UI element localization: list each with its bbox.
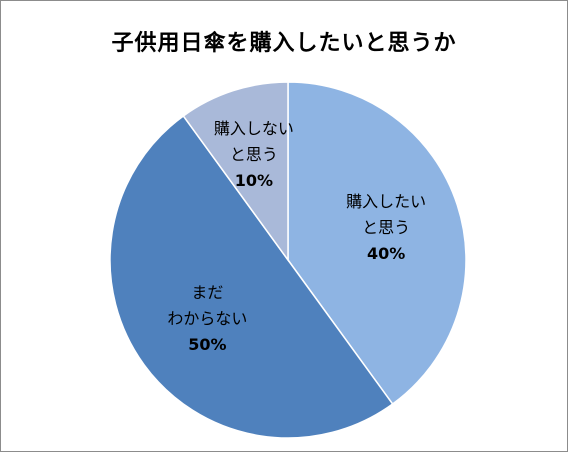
slice-label-wont-buy: 購入しない と思う 10% [214,116,294,194]
slice-label-line-2: と思う [229,145,278,165]
slice-label-line-1: まだ [191,282,224,302]
pie-slice-will-buy [287,81,467,406]
chart-title: 子供用日傘を購入したいと思うか [111,31,457,56]
slice-percent: 50% [188,334,227,354]
slice-label-line-1: 購入しない [213,119,294,139]
slice-label-line-2: と思う [362,218,411,238]
slice-label-will-buy: 購入したい と思う 40% [346,189,426,267]
pie-slices [109,81,467,439]
slice-label-undecided: まだ わからない 50% [167,280,247,358]
pie-slice-wont-buy [182,81,289,263]
slice-label-line-1: 購入したい [346,192,427,212]
slice-label-line-2: わからない [167,308,248,328]
slice-percent: 40% [367,244,406,264]
slice-percent: 10% [234,171,274,191]
pie-slice-undecided [109,114,394,439]
